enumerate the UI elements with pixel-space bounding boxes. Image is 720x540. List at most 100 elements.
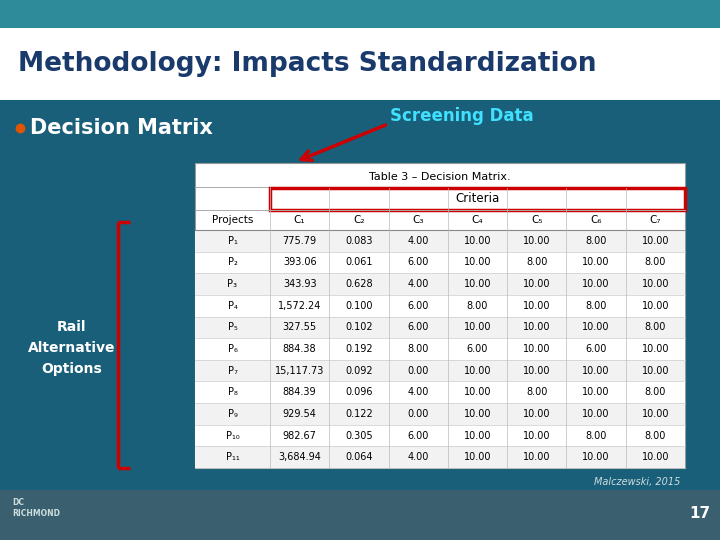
- Text: 15,117.73: 15,117.73: [275, 366, 324, 376]
- Bar: [270, 188, 685, 210]
- Bar: [195, 163, 685, 468]
- Text: 10.00: 10.00: [582, 452, 610, 462]
- Text: 10.00: 10.00: [642, 301, 669, 310]
- Bar: [195, 403, 685, 425]
- Text: 327.55: 327.55: [282, 322, 317, 332]
- Text: DC
RICHMOND: DC RICHMOND: [12, 498, 60, 518]
- Bar: [195, 447, 685, 468]
- Text: 0.061: 0.061: [345, 258, 373, 267]
- Text: 1,572.24: 1,572.24: [278, 301, 321, 310]
- Text: 10.00: 10.00: [464, 430, 491, 441]
- Text: 0.096: 0.096: [345, 387, 373, 397]
- Text: 10.00: 10.00: [523, 452, 551, 462]
- Bar: [195, 230, 685, 252]
- Text: 0.102: 0.102: [345, 322, 373, 332]
- Text: 10.00: 10.00: [642, 279, 669, 289]
- Text: 10.00: 10.00: [582, 279, 610, 289]
- Text: 0.192: 0.192: [345, 344, 373, 354]
- Text: Projects: Projects: [212, 215, 253, 225]
- Bar: [195, 338, 685, 360]
- Text: C₂: C₂: [354, 215, 364, 225]
- Text: 10.00: 10.00: [642, 344, 669, 354]
- Text: 10.00: 10.00: [464, 409, 491, 419]
- Text: 10.00: 10.00: [642, 236, 669, 246]
- Text: 10.00: 10.00: [464, 366, 491, 376]
- Bar: [0, 100, 720, 490]
- Text: 343.93: 343.93: [283, 279, 317, 289]
- Text: 393.06: 393.06: [283, 258, 317, 267]
- Bar: [195, 252, 685, 273]
- Text: 10.00: 10.00: [464, 279, 491, 289]
- Text: 10.00: 10.00: [582, 387, 610, 397]
- Text: 10.00: 10.00: [464, 258, 491, 267]
- Text: Rail
Alternative
Options: Rail Alternative Options: [28, 320, 116, 376]
- Text: 0.092: 0.092: [345, 366, 373, 376]
- Text: 10.00: 10.00: [464, 452, 491, 462]
- Text: P₄: P₄: [228, 301, 238, 310]
- Text: C₃: C₃: [413, 215, 424, 225]
- Text: 10.00: 10.00: [464, 387, 491, 397]
- Text: 10.00: 10.00: [523, 322, 551, 332]
- Text: Table 3 – Decision Matrix.: Table 3 – Decision Matrix.: [369, 172, 510, 182]
- Text: 8.00: 8.00: [644, 430, 666, 441]
- Text: P₂: P₂: [228, 258, 238, 267]
- Text: P₆: P₆: [228, 344, 238, 354]
- Text: Decision Matrix: Decision Matrix: [30, 118, 213, 138]
- Text: 6.00: 6.00: [408, 322, 429, 332]
- Text: C₁: C₁: [294, 215, 305, 225]
- Text: C₇: C₇: [649, 215, 661, 225]
- Text: 0.00: 0.00: [408, 366, 429, 376]
- Text: 10.00: 10.00: [523, 344, 551, 354]
- Text: 10.00: 10.00: [582, 366, 610, 376]
- Text: 8.00: 8.00: [526, 387, 547, 397]
- Bar: [0, 490, 720, 540]
- Bar: [195, 316, 685, 338]
- Text: 8.00: 8.00: [467, 301, 488, 310]
- Text: 4.00: 4.00: [408, 279, 429, 289]
- Text: 0.628: 0.628: [345, 279, 373, 289]
- Text: 0.122: 0.122: [345, 409, 373, 419]
- Text: P₁: P₁: [228, 236, 238, 246]
- Text: 8.00: 8.00: [585, 236, 607, 246]
- Text: 8.00: 8.00: [585, 430, 607, 441]
- Text: 0.100: 0.100: [345, 301, 373, 310]
- Text: 0.00: 0.00: [408, 409, 429, 419]
- Bar: [195, 360, 685, 381]
- Text: P₁₁: P₁₁: [225, 452, 239, 462]
- Text: 10.00: 10.00: [642, 366, 669, 376]
- Text: P₇: P₇: [228, 366, 238, 376]
- Bar: [195, 273, 685, 295]
- Text: 0.083: 0.083: [345, 236, 373, 246]
- Text: 8.00: 8.00: [644, 387, 666, 397]
- Text: 10.00: 10.00: [523, 409, 551, 419]
- Bar: [195, 425, 685, 447]
- Text: 8.00: 8.00: [644, 322, 666, 332]
- Text: 10.00: 10.00: [523, 236, 551, 246]
- Text: 17: 17: [690, 505, 711, 521]
- Text: P₈: P₈: [228, 387, 238, 397]
- Bar: [0, 28, 720, 100]
- Text: C₄: C₄: [472, 215, 483, 225]
- Text: P₁₀: P₁₀: [225, 430, 239, 441]
- Text: 6.00: 6.00: [408, 430, 429, 441]
- Text: P₃: P₃: [228, 279, 238, 289]
- Text: 8.00: 8.00: [644, 258, 666, 267]
- Text: C₅: C₅: [531, 215, 543, 225]
- Text: Malczewski, 2015: Malczewski, 2015: [593, 477, 680, 487]
- Text: P₉: P₉: [228, 409, 238, 419]
- Text: 10.00: 10.00: [582, 258, 610, 267]
- Text: 982.67: 982.67: [283, 430, 317, 441]
- Bar: [0, 0, 720, 28]
- Text: 8.00: 8.00: [526, 258, 547, 267]
- Text: P₅: P₅: [228, 322, 238, 332]
- Text: 884.39: 884.39: [283, 387, 317, 397]
- Text: 929.54: 929.54: [283, 409, 317, 419]
- Text: 10.00: 10.00: [523, 279, 551, 289]
- Text: 4.00: 4.00: [408, 452, 429, 462]
- Text: C₆: C₆: [590, 215, 602, 225]
- Text: 4.00: 4.00: [408, 236, 429, 246]
- Bar: [195, 381, 685, 403]
- Text: 10.00: 10.00: [642, 452, 669, 462]
- Text: 0.305: 0.305: [345, 430, 373, 441]
- Text: Criteria: Criteria: [455, 192, 500, 206]
